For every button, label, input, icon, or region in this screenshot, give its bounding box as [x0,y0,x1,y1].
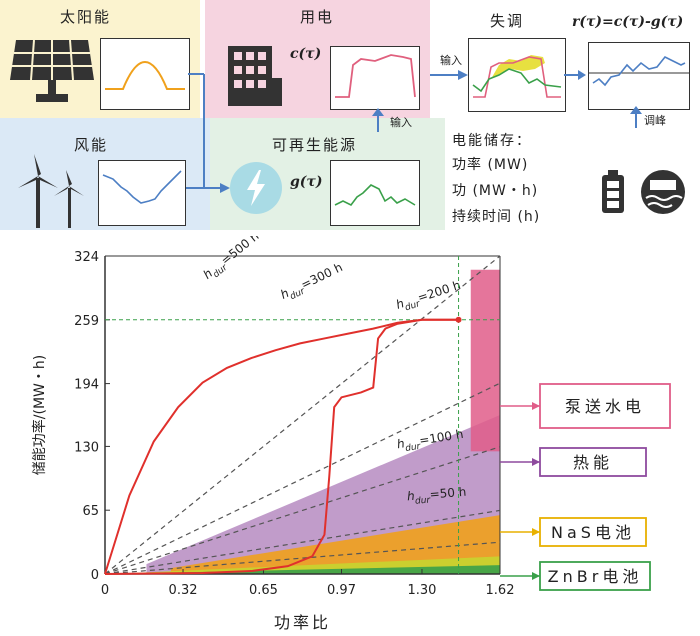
y-axis-label: 储能功率/(MW・h) [31,355,48,475]
legend-label: 泵送水电 [565,397,645,416]
lightning-icon [230,162,282,214]
solar-curve [105,61,185,90]
load-curve-box [330,46,420,110]
reference-line-label: hdur=500 h [201,236,265,285]
storage-duration: 持续时间 (h) [452,209,541,225]
x-tick-label: 1.30 [407,583,436,598]
solar-label: 太阳能 [60,8,112,26]
renew-function-label: g(τ) [290,174,323,190]
wind-curve [102,170,182,204]
y-tick-label: 0 [91,568,99,583]
renew-curve [334,184,416,207]
x-tick-label: 0 [101,583,109,598]
solar-panel-icon [10,39,94,102]
renew-label: 可再生能源 [272,136,358,154]
y-tick-label: 324 [74,250,99,265]
x-tick-label: 0.65 [249,583,278,598]
legend-connector-arrow [532,458,540,466]
mismatch-label: 失调 [490,12,525,30]
load-function-label: c(τ) [290,46,322,62]
reference-line [104,382,501,575]
legend-label: 热能 [573,453,613,472]
reference-line-label: hdur=300 h [278,260,346,305]
storage-power: 功率 (MW) [452,157,529,173]
legend-connector-arrow [532,572,540,580]
load-curve [335,54,416,98]
znbr-region [109,565,501,574]
x-tick-label: 0.97 [327,583,356,598]
mismatch-input-arrow [430,70,468,80]
mismatch-out-arrow [564,70,586,80]
building-icon [228,46,282,106]
legend-box [539,383,671,429]
reference-line [104,446,501,575]
battery-icon [602,170,624,213]
reference-line [104,509,501,575]
wind-turbine-icon [18,154,84,228]
x-axis-label: 功率比 [274,613,331,632]
reference-line-label: hdur=50 h [406,485,467,508]
reference-line-label: hdur=200 h [394,278,463,316]
legend-box [539,561,651,591]
wind-curve-box [98,160,186,226]
storage-title: 电能储存： [452,133,532,149]
reference-line [104,541,501,575]
legend-box [539,517,647,547]
storage-energy: 功 (MW・h) [452,183,539,199]
peak-arrow [630,106,642,128]
legend-box [539,447,647,477]
residual-curve-box [588,42,690,110]
y-tick-label: 130 [74,440,99,455]
pumped-hydro-region [470,269,500,452]
renew-curve-box [330,160,420,226]
peak-label: 调峰 [644,114,666,127]
legend-connector-arrow [532,528,540,536]
flow-arrows [186,73,230,193]
energy-curve-lower [104,318,459,575]
x-tick-label: 1.62 [486,583,515,598]
load-input-arrow [372,108,384,132]
legend-connector-arrow [532,402,540,410]
solar-curve-box [100,38,190,110]
y-tick-label: 259 [74,314,99,329]
reference-line [104,255,501,575]
load-input-label: 输入 [390,116,412,129]
y-tick-label: 194 [74,378,99,393]
storage-chart: 0 0.32 0.65 0.97 1.30 1.62 0 65 130 194 259 324 功率比 储… [31,236,671,632]
x-tick-label: 0.32 [169,583,198,598]
reference-line-label: hdur=100 h [396,427,465,455]
max-point-marker [455,316,462,323]
residual-curve [589,55,689,87]
y-tick-label: 65 [82,504,99,519]
energy-curve-upper [104,318,459,575]
mismatch-curve [472,55,562,98]
mismatch-curve-box [468,38,566,112]
wind-label: 风能 [74,136,109,154]
load-label: 用电 [300,8,335,26]
legend-label: ZnBr电池 [548,567,643,586]
nas-region [170,515,501,574]
reservoir-icon [641,170,685,214]
legend-label: NaS电池 [551,523,635,542]
mismatch-input-label: 输入 [440,54,462,67]
residual-function-label: r(τ)=c(τ)-g(τ) [572,14,684,30]
